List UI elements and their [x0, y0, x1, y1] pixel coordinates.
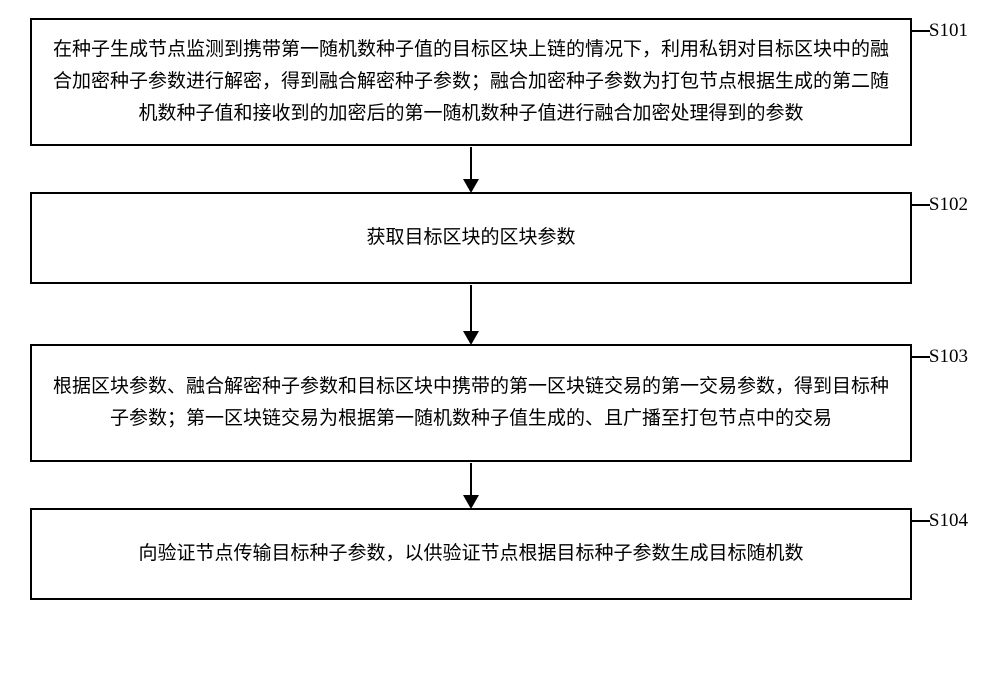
step-text-2: 获取目标区块的区块参数 — [366, 222, 575, 254]
step-text-3: 根据区块参数、融合解密种子参数和目标区块中携带的第一区块链交易的第一交易参数，得… — [52, 371, 890, 436]
step-box-2: 获取目标区块的区块参数 S102 — [30, 192, 912, 284]
connector-3 — [910, 356, 930, 358]
connector-1 — [910, 30, 930, 32]
step-label-4: S104 — [929, 510, 968, 532]
arrow-1 — [30, 146, 912, 192]
step-label-2: S102 — [929, 194, 968, 216]
connector-2 — [910, 204, 930, 206]
step-text-1: 在种子生成节点监测到携带第一随机数种子值的目标区块上链的情况下，利用私钥对目标区… — [52, 34, 890, 131]
arrow-3 — [30, 462, 912, 508]
arrow-2 — [30, 284, 912, 344]
step-box-3: 根据区块参数、融合解密种子参数和目标区块中携带的第一区块链交易的第一交易参数，得… — [30, 344, 912, 462]
step-label-1: S101 — [929, 20, 968, 42]
connector-4 — [910, 520, 930, 522]
step-label-3: S103 — [929, 346, 968, 368]
flowchart-container: 在种子生成节点监测到携带第一随机数种子值的目标区块上链的情况下，利用私钥对目标区… — [30, 18, 970, 600]
step-text-4: 向验证节点传输目标种子参数，以供验证节点根据目标种子参数生成目标随机数 — [138, 538, 803, 570]
step-box-1: 在种子生成节点监测到携带第一随机数种子值的目标区块上链的情况下，利用私钥对目标区… — [30, 18, 912, 146]
step-box-4: 向验证节点传输目标种子参数，以供验证节点根据目标种子参数生成目标随机数 S104 — [30, 508, 912, 600]
